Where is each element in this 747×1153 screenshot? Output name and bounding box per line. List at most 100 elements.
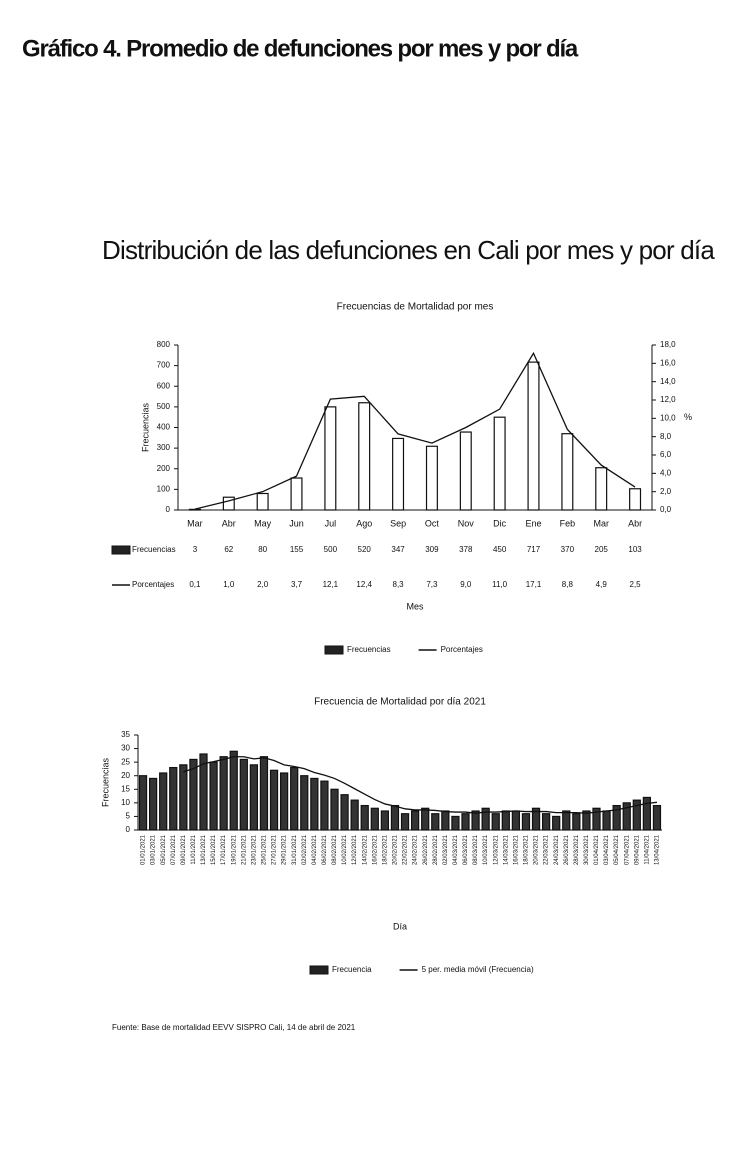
- x-tick-label: 14/03/2021: [503, 834, 509, 865]
- bar: [595, 467, 608, 511]
- table-cell: 370: [561, 545, 575, 554]
- line: [183, 756, 658, 814]
- x-tick-label: 16/03/2021: [513, 834, 519, 865]
- bar: [360, 804, 369, 831]
- bar: [481, 807, 490, 831]
- x-tick-label: 27/01/2021: [272, 834, 278, 865]
- y-tick-label: 0: [166, 505, 171, 514]
- x-tick-label: 31/01/2021: [292, 834, 298, 865]
- bar: [425, 445, 438, 511]
- x-tick-label: 12/02/2021: [352, 834, 358, 865]
- table-cell: 520: [358, 545, 372, 554]
- x-tick-label: Sep: [390, 518, 406, 528]
- x-tick-label: 05/01/2021: [161, 834, 167, 865]
- x-tick-label: 25/01/2021: [262, 834, 268, 865]
- y-tick-label: 700: [157, 361, 171, 370]
- x-tick-label: 01/01/2021: [141, 834, 147, 865]
- x-tick-label: 07/04/2021: [624, 834, 630, 865]
- bar: [229, 750, 238, 831]
- table-cell: 717: [527, 545, 541, 554]
- x-tick-label: 28/02/2021: [433, 834, 439, 865]
- y-tick-label: 10: [121, 798, 130, 807]
- x-tick-label: 03/01/2021: [151, 834, 157, 865]
- bar: [159, 772, 168, 831]
- bar: [642, 796, 652, 831]
- table-key: [111, 545, 131, 555]
- table-cell: 450: [493, 545, 507, 554]
- table-cell: 205: [595, 545, 609, 554]
- x-tick-label: Oct: [425, 518, 440, 528]
- x-tick-label: Ene: [525, 518, 541, 528]
- y2-tick-label: 2,0: [660, 487, 672, 496]
- bar: [511, 810, 521, 831]
- y-tick-label: 500: [157, 402, 171, 411]
- y-tick-label: 400: [157, 423, 171, 432]
- bar: [222, 496, 235, 511]
- x-tick-label: 04/02/2021: [312, 834, 318, 865]
- bar: [324, 406, 337, 511]
- x-tick-label: 24/02/2021: [413, 834, 419, 865]
- x-tick-label: Nov: [458, 518, 475, 528]
- bar: [300, 775, 309, 831]
- figure-title: Distribución de las defunciones en Cali …: [102, 235, 715, 265]
- y-tick-label: 25: [121, 757, 130, 766]
- x-tick-label: 28/03/2021: [574, 834, 580, 865]
- bar: [451, 815, 460, 831]
- table-cell: 0,1: [189, 580, 201, 589]
- legend-key: [309, 965, 329, 975]
- bar: [209, 761, 218, 831]
- bar: [148, 777, 158, 831]
- line: [194, 351, 636, 510]
- x-tick-label: 04/03/2021: [453, 834, 459, 865]
- y-tick-label: 200: [157, 464, 171, 473]
- y-tick-label: 30: [121, 744, 130, 753]
- bar: [189, 758, 198, 831]
- y2-axis-label: %: [684, 412, 692, 422]
- bar: [259, 756, 269, 831]
- table-cell: 80: [258, 545, 267, 554]
- y-tick-label: 600: [157, 381, 171, 390]
- bar: [290, 766, 299, 831]
- x-tick-label: 21/01/2021: [241, 834, 247, 865]
- bar: [582, 810, 591, 831]
- bar: [652, 804, 662, 831]
- bar: [400, 813, 410, 831]
- x-tick-label: 08/03/2021: [473, 834, 479, 865]
- bar: [531, 807, 541, 831]
- x-tick-label: 08/02/2021: [332, 834, 338, 865]
- x-tick-label: Abr: [222, 518, 236, 528]
- x-tick-label: Ago: [356, 518, 372, 528]
- legend-label: Frecuencias: [347, 645, 391, 654]
- y-axis-label: Frecuencias: [140, 402, 150, 452]
- y-tick-label: 5: [126, 812, 131, 821]
- y-tick-label: 0: [126, 825, 131, 834]
- x-tick-label: 13/04/2021: [655, 834, 661, 865]
- table-cell: 103: [628, 545, 642, 554]
- y-tick-label: 15: [121, 784, 130, 793]
- y2-tick-label: 4,0: [660, 468, 672, 477]
- x-tick-label: Abr: [628, 518, 642, 528]
- bar: [392, 437, 405, 511]
- x-tick-label: 18/02/2021: [382, 834, 388, 865]
- table-cell: 2,5: [630, 580, 642, 589]
- table-cell: 309: [425, 545, 439, 554]
- bar: [561, 433, 574, 511]
- x-tick-label: May: [254, 518, 272, 528]
- bar: [340, 794, 349, 831]
- bar: [541, 813, 551, 831]
- x-tick-label: 02/03/2021: [443, 834, 449, 865]
- table-cell: 9,0: [460, 580, 472, 589]
- bar: [219, 756, 228, 831]
- table-cell: 155: [290, 545, 304, 554]
- page-heading: Gráfico 4. Promedio de defunciones por m…: [22, 35, 579, 62]
- x-tick-label: 18/03/2021: [524, 834, 530, 865]
- table-cell: 17,1: [526, 580, 542, 589]
- y2-tick-label: 14,0: [660, 377, 676, 386]
- y-tick-label: 300: [157, 443, 171, 452]
- bar: [330, 788, 339, 831]
- x-tick-label: 06/02/2021: [322, 834, 328, 865]
- legend-label: 5 per. media móvil (Frecuencia): [422, 965, 534, 974]
- x-tick-label: 10/03/2021: [483, 834, 489, 865]
- bar: [290, 477, 303, 511]
